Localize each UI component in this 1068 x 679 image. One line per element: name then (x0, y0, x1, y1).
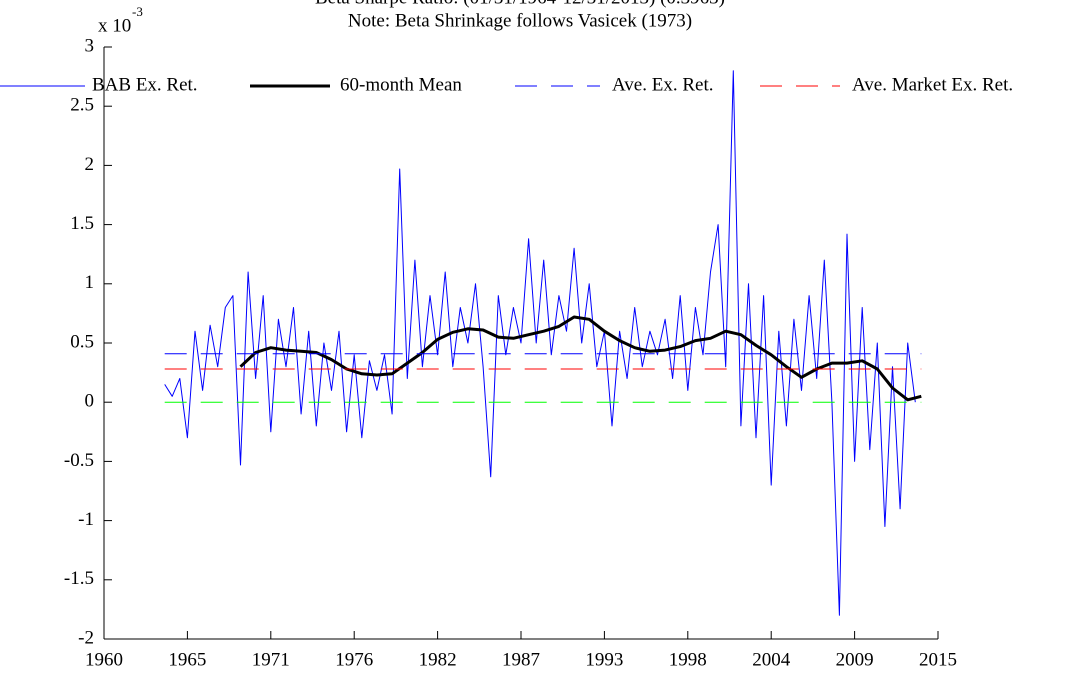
y-multiplier: x 10 (98, 15, 131, 36)
x-tick-label: 1971 (252, 649, 290, 670)
chart-title: Beta Sharpe Ratio: (01/31/1964-12/31/201… (315, 0, 725, 8)
legend-label: Ave. Market Ex. Ret. (852, 74, 1013, 95)
y-multiplier-exponent: -3 (132, 4, 143, 19)
legend-label: Ave. Ex. Ret. (612, 74, 714, 95)
y-tick-label: 3 (85, 35, 95, 56)
y-tick-label: -2 (78, 627, 94, 648)
y-tick-label: 1.5 (70, 213, 94, 234)
y-tick-label: -0.5 (64, 450, 94, 471)
x-tick-label: 2009 (836, 649, 874, 670)
chart-subtitle: Note: Beta Shrinkage follows Vasicek (19… (348, 10, 692, 31)
x-tick-label: 1960 (85, 649, 123, 670)
x-tick-label: 1993 (585, 649, 623, 670)
x-tick-label: 2004 (752, 649, 791, 670)
x-tick-label: 1982 (419, 649, 457, 670)
legend-label: 60-month Mean (340, 74, 462, 95)
x-tick-label: 2015 (919, 649, 957, 670)
y-tick-label: 1 (85, 272, 95, 293)
y-tick-label: 2.5 (70, 95, 94, 116)
x-tick-label: 1987 (502, 649, 540, 670)
legend-label: BAB Ex. Ret. (92, 74, 198, 95)
y-tick-label: 0.5 (70, 331, 94, 352)
y-tick-label: 2 (85, 154, 95, 175)
series-line (164, 70, 916, 616)
y-tick-label: -1.5 (64, 568, 94, 589)
x-tick-label: 1976 (335, 649, 373, 670)
x-tick-label: 1998 (669, 649, 707, 670)
x-tick-label: 1965 (168, 649, 206, 670)
y-tick-label: 0 (85, 391, 95, 412)
series-line (239, 315, 922, 402)
y-tick-label: -1 (78, 509, 94, 530)
